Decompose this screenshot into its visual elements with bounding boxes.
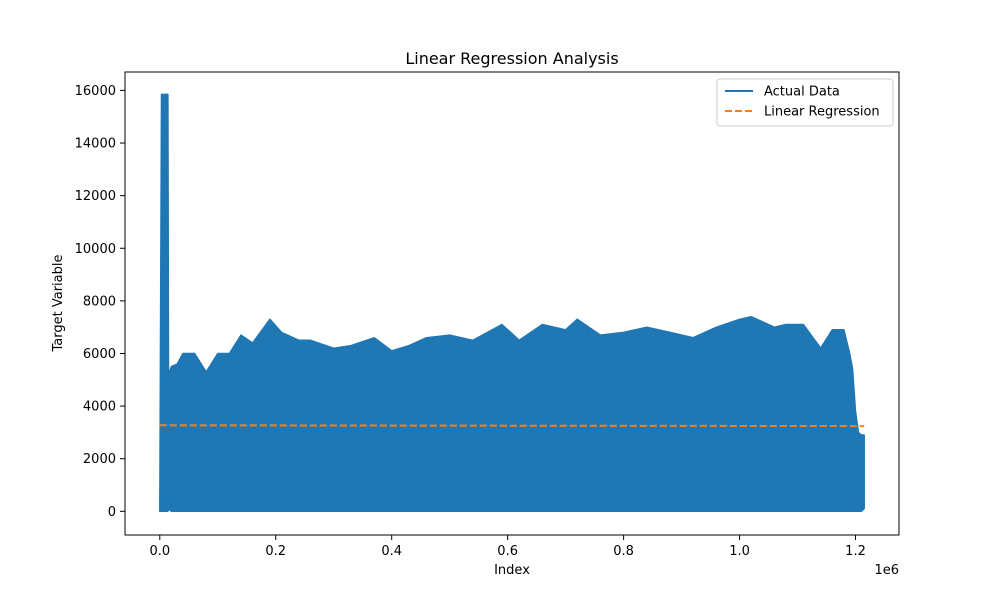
x-axis-label: Index xyxy=(494,563,530,578)
x-tick-label: 0.2 xyxy=(265,544,286,559)
legend-entry-label: Linear Regression xyxy=(764,105,880,120)
chart-title: Linear Regression Analysis xyxy=(405,49,618,68)
x-tick-label: 0.4 xyxy=(381,544,402,559)
legend: Actual Data Linear Regression xyxy=(716,78,894,127)
y-tick-label: 10000 xyxy=(75,242,116,257)
x-tick-label: 0.6 xyxy=(497,544,518,559)
y-tick-label: 8000 xyxy=(83,294,116,309)
x-tick-label: 1.0 xyxy=(729,544,750,559)
y-tick-label: 12000 xyxy=(75,189,116,204)
y-tick-label: 6000 xyxy=(83,347,116,362)
legend-box xyxy=(716,78,894,127)
y-tick-label: 4000 xyxy=(83,400,116,415)
legend-entry-label: Actual Data xyxy=(764,85,840,100)
y-tick-label: 0 xyxy=(108,505,116,520)
y-tick-label: 14000 xyxy=(75,137,116,152)
series-linear-regression xyxy=(159,424,865,428)
x-axis-offset-text: 1e6 xyxy=(874,563,899,578)
plot-area: 0.0 0.2 0.4 0.6 0.8 1.0 1.2 0 2000 4000 6000 8000 10… xyxy=(75,71,900,559)
x-tick-label: 0.0 xyxy=(149,544,170,559)
x-tick-label: 0.8 xyxy=(613,544,634,559)
axes-frame xyxy=(124,71,900,536)
y-axis-label: Target Variable xyxy=(51,255,66,353)
y-tick-label: 2000 xyxy=(83,452,116,467)
y-tick-label: 16000 xyxy=(75,84,116,99)
x-tick-label: 1.2 xyxy=(845,544,866,559)
